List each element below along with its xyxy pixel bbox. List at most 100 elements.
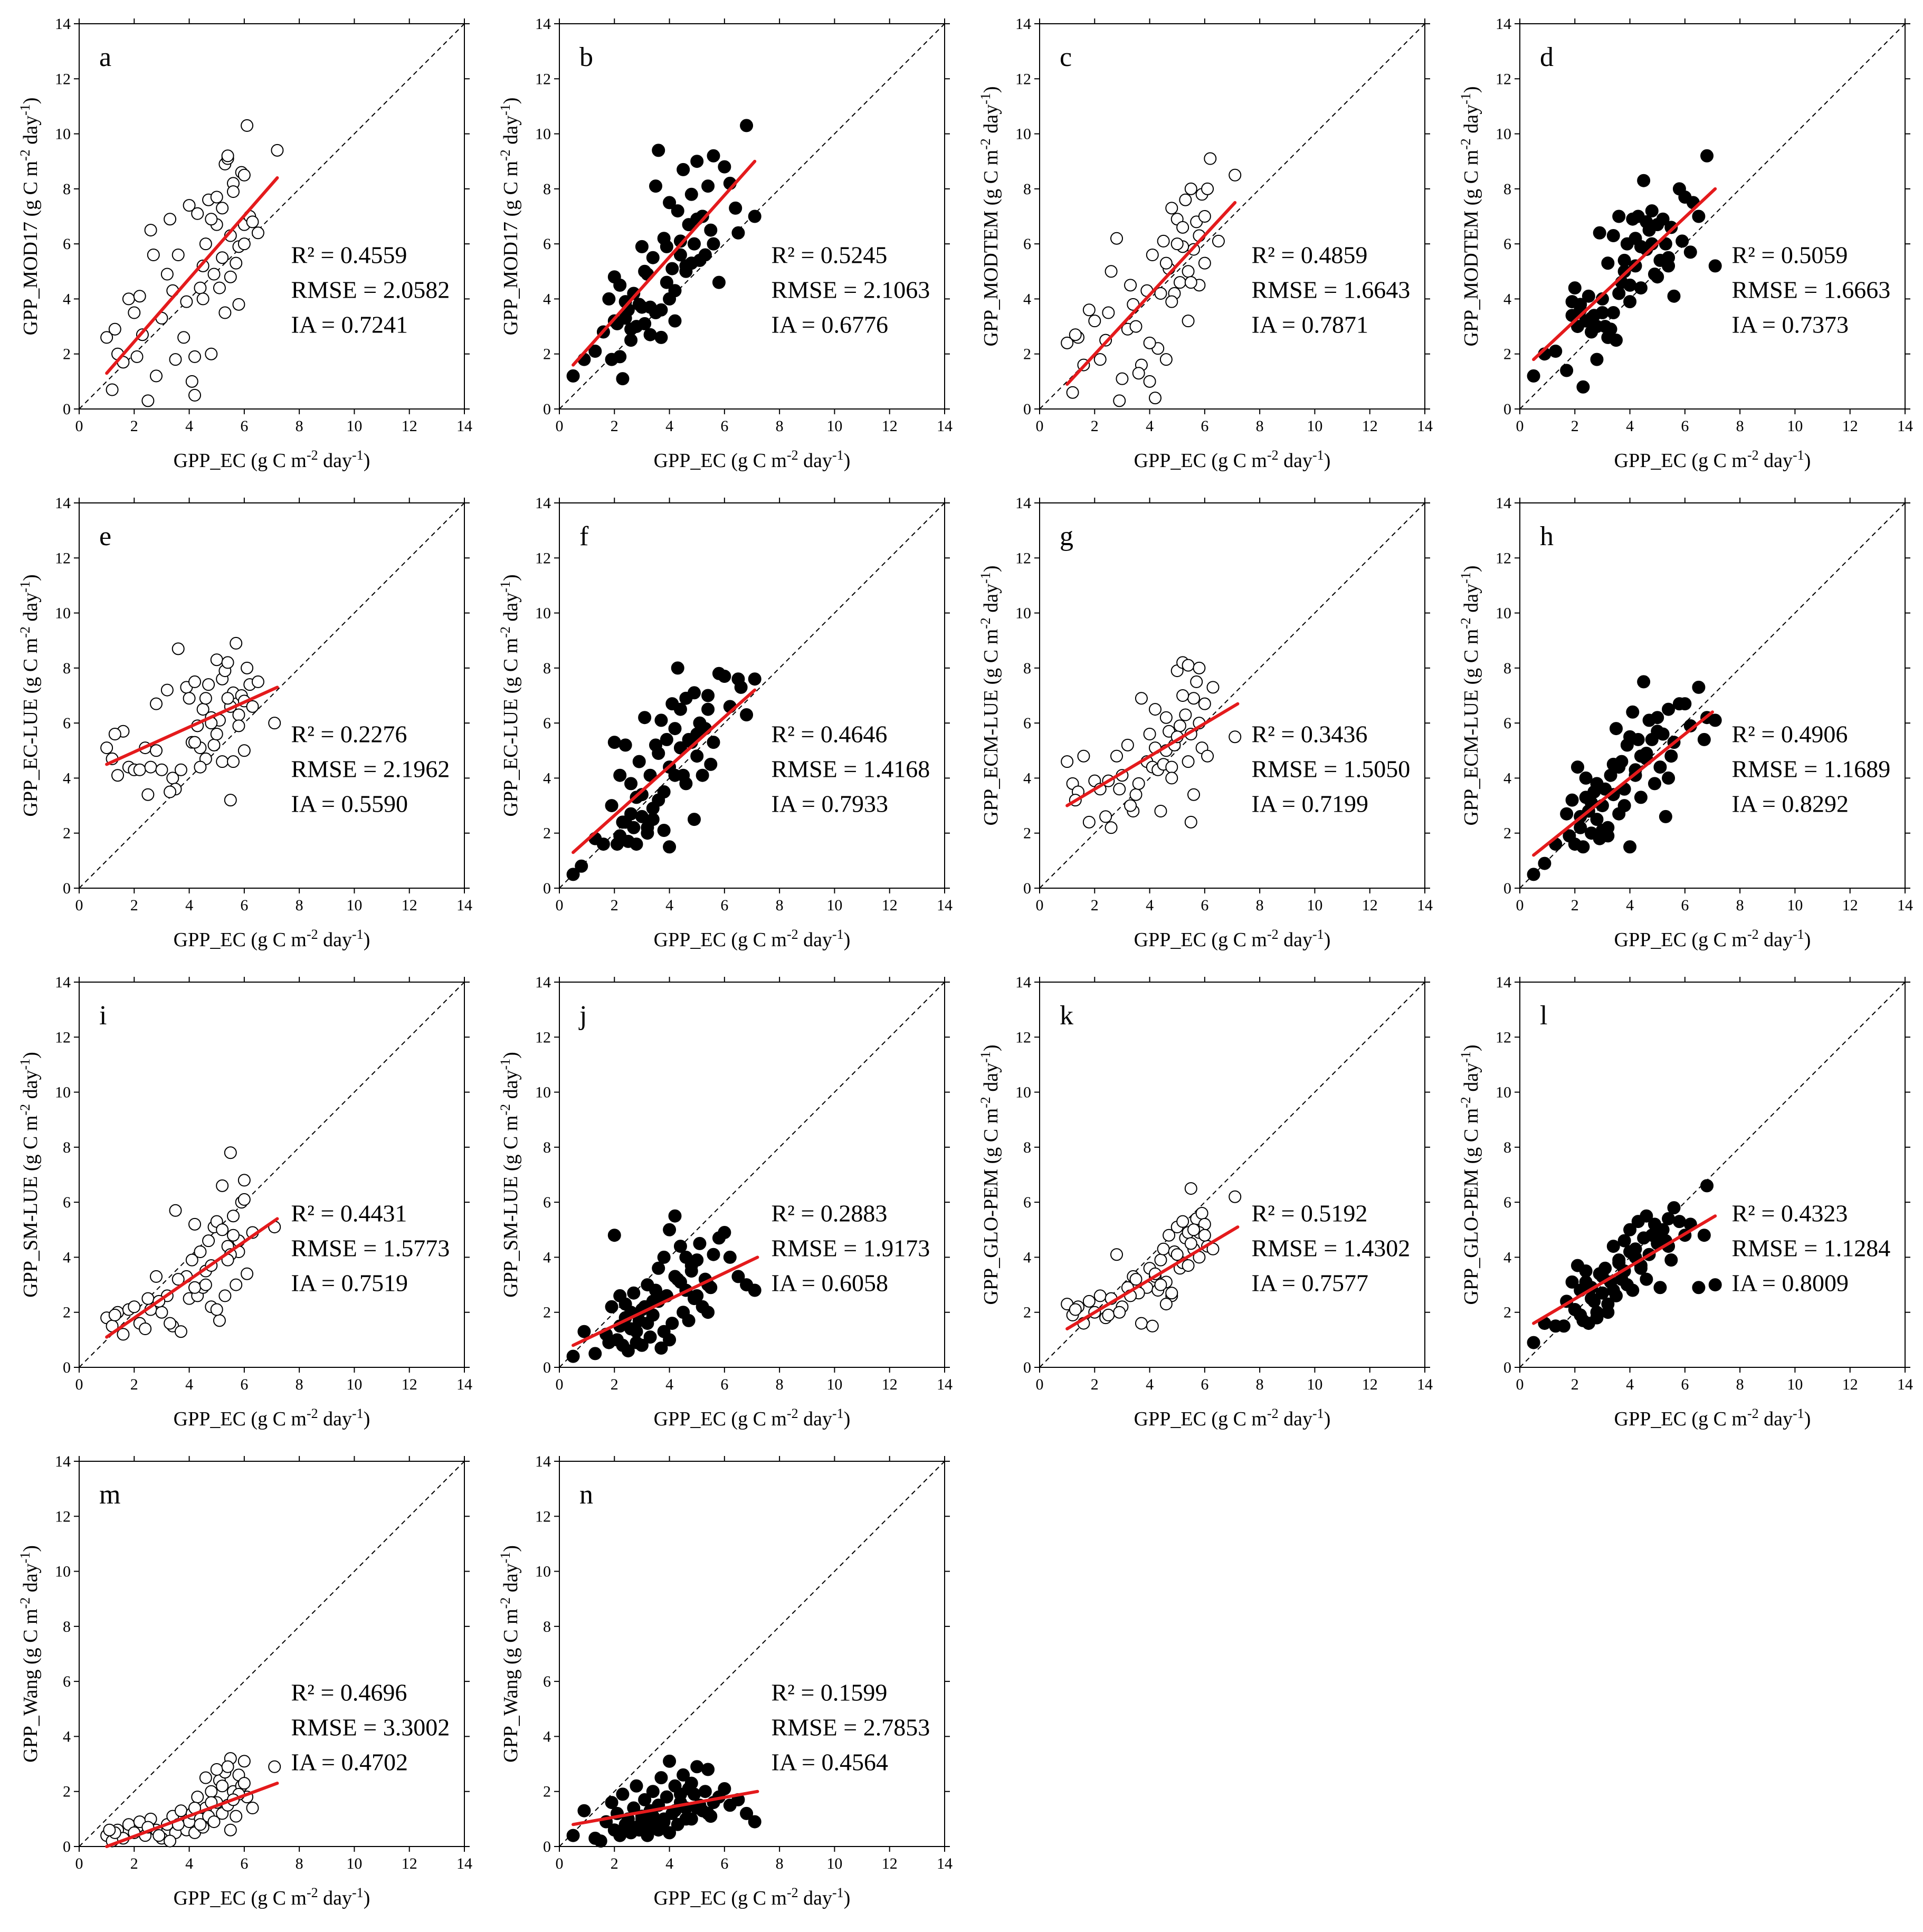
data-point — [1667, 1201, 1681, 1215]
x-tick-label: 14 — [937, 897, 953, 914]
data-point — [616, 372, 630, 386]
data-point — [141, 1292, 155, 1305]
y-axis-label-text: day — [1460, 1063, 1482, 1097]
stat-ia: IA = 0.8009 — [1732, 1270, 1849, 1297]
data-point — [108, 1308, 121, 1321]
y-axis-label-text: day — [980, 584, 1002, 617]
stat-r2: R² = 0.5245 — [772, 242, 888, 269]
x-axis-label-text: ) — [364, 1887, 370, 1909]
data-point — [1576, 380, 1590, 394]
plot-frame — [1519, 982, 1906, 1368]
data-point — [1187, 788, 1200, 801]
data-point — [1146, 249, 1159, 261]
stat-r2: R² = 0.4696 — [291, 1679, 407, 1706]
y-tick-label: 4 — [1023, 290, 1031, 308]
x-axis-label-sup: -2 — [307, 927, 318, 942]
y-tick-label: 2 — [543, 825, 551, 842]
data-point — [663, 196, 677, 210]
data-point — [688, 1787, 701, 1801]
data-point — [216, 1223, 229, 1236]
data-point — [652, 144, 665, 157]
y-tick-label: 6 — [63, 1673, 71, 1690]
scatter-plot-h: 0 2 4 6 8 10 12 14 0 2 4 6 8 10 12 14 h R² = 0.4906 RMSE =… — [1458, 494, 1913, 951]
data-point — [698, 1785, 712, 1798]
data-point — [237, 168, 251, 182]
y-tick-label: 4 — [543, 290, 551, 308]
data-point — [191, 1791, 204, 1804]
y-tick-label: 2 — [63, 825, 71, 842]
data-point — [1538, 856, 1551, 870]
data-point — [1159, 1298, 1173, 1311]
data-point — [122, 292, 135, 306]
y-tick-label: 14 — [535, 1453, 551, 1470]
y-tick-label: 4 — [1503, 290, 1511, 308]
x-axis-label-sup: -1 — [832, 448, 844, 463]
data-point — [588, 345, 602, 358]
y-tick-label: 8 — [63, 1139, 71, 1156]
data-point — [194, 1245, 207, 1258]
data-point — [227, 185, 240, 198]
data-point — [1149, 392, 1162, 405]
data-point — [1645, 204, 1659, 218]
data-point — [1708, 713, 1722, 727]
x-axis-label-text: day — [798, 929, 832, 951]
x-tick-label: 0 — [1036, 1376, 1044, 1393]
y-tick-label: 6 — [1503, 1194, 1511, 1211]
data-point — [1132, 777, 1145, 790]
panel-label: e — [99, 521, 111, 551]
plot-frame — [79, 23, 465, 410]
y-tick-label: 2 — [543, 1783, 551, 1801]
data-point — [1590, 353, 1604, 366]
x-tick-label: 14 — [1897, 897, 1913, 914]
x-tick-label: 2 — [130, 1855, 138, 1872]
y-axis-label-text: day — [20, 593, 42, 626]
data-point — [668, 314, 682, 328]
y-axis-label-text: day — [20, 1563, 42, 1597]
data-point — [1708, 259, 1722, 273]
x-tick-label: 8 — [296, 1376, 303, 1393]
x-axis-label: GPP_EC (g C m-2 day-1) — [174, 448, 370, 472]
x-axis-label-text: ) — [1804, 929, 1811, 951]
data-point — [213, 281, 226, 294]
data-point — [1157, 234, 1170, 248]
data-point — [660, 732, 673, 746]
data-point — [1163, 1229, 1176, 1242]
y-axis-label-text: GPP_GLO-PEM (g C m — [1460, 1108, 1482, 1305]
data-point — [1061, 755, 1074, 768]
x-axis-label: GPP_EC (g C m-2 day-1) — [654, 448, 851, 472]
data-point — [155, 763, 168, 776]
data-point — [1664, 1253, 1678, 1267]
y-tick-label: 0 — [1023, 880, 1031, 897]
data-point — [1201, 182, 1214, 195]
y-tick-label: 4 — [63, 1728, 71, 1745]
data-point — [246, 700, 259, 713]
data-point — [1105, 821, 1118, 834]
x-tick-label: 10 — [346, 417, 362, 435]
y-tick-label: 14 — [535, 974, 551, 991]
data-point — [1129, 1273, 1143, 1286]
x-axis-label: GPP_EC (g C m-2 day-1) — [1134, 927, 1331, 951]
data-point — [216, 202, 229, 215]
data-point — [1623, 295, 1637, 309]
y-axis-label-sup: -2 — [978, 617, 993, 629]
y-axis-label-sup: -1 — [978, 93, 993, 104]
data-point — [144, 760, 157, 774]
y-tick-label: 0 — [63, 1359, 71, 1376]
data-point — [627, 1286, 641, 1300]
data-point — [172, 249, 185, 261]
data-point — [1198, 697, 1211, 710]
data-point — [577, 1804, 591, 1817]
y-tick-label: 4 — [1023, 1249, 1031, 1266]
y-tick-label: 12 — [55, 549, 71, 567]
x-axis-label-text: day — [318, 1887, 352, 1909]
y-axis-label-sup: -2 — [1458, 138, 1473, 150]
data-point — [224, 1823, 237, 1836]
data-point — [1116, 372, 1129, 385]
data-point — [1077, 749, 1090, 763]
data-point — [1601, 256, 1615, 270]
y-axis-label-text: day — [500, 593, 522, 626]
one-to-one-line — [559, 1461, 945, 1847]
scatter-plot-f: 0 2 4 6 8 10 12 14 0 2 4 6 8 10 12 14 f R² = 0.4646 RMSE =… — [498, 494, 953, 951]
y-tick-label: 8 — [1503, 180, 1511, 198]
x-tick-label: 4 — [665, 897, 673, 914]
